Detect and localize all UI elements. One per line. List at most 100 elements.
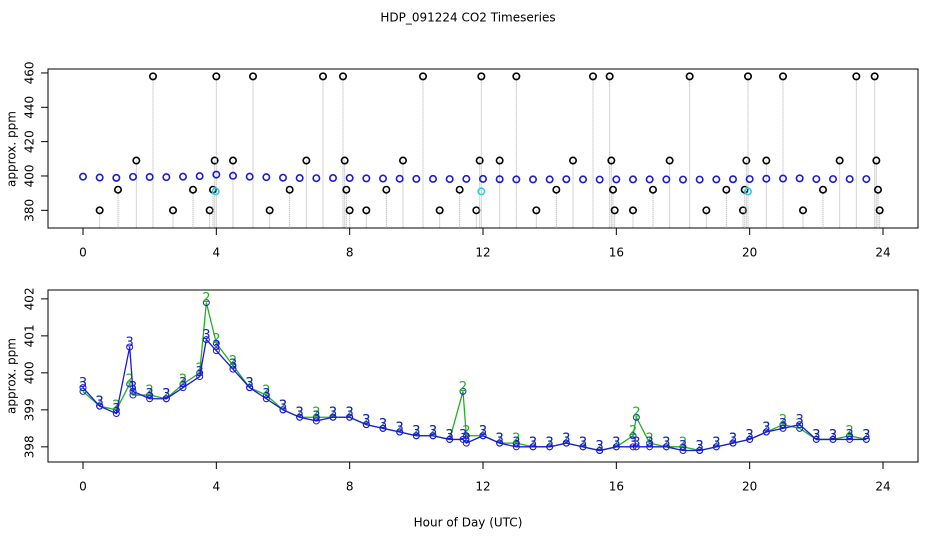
data-point xyxy=(648,185,657,194)
data-point xyxy=(346,413,354,421)
point-marker: 2 xyxy=(512,432,520,447)
y-tick-label: 402 xyxy=(23,287,37,310)
point-marker: 3 xyxy=(829,428,837,443)
point-marker: 3 xyxy=(312,409,320,424)
data-point xyxy=(212,72,221,81)
x-tick-label: 16 xyxy=(609,480,624,494)
point-marker: 3 xyxy=(529,435,537,450)
point-marker: 2 xyxy=(646,432,654,447)
point-marker: 3 xyxy=(112,402,120,417)
y-tick-label: 380 xyxy=(23,199,37,222)
point-marker: 3 xyxy=(146,387,154,402)
point-marker: 2 xyxy=(779,413,787,428)
data-point xyxy=(702,206,711,215)
point-marker: 3 xyxy=(379,417,387,432)
point-marker: 2 xyxy=(746,428,754,443)
point-marker: 2 xyxy=(612,435,620,450)
point-marker: 2 xyxy=(529,435,537,450)
point-marker: 2 xyxy=(126,372,134,387)
point-marker: 3 xyxy=(396,421,404,436)
data-point xyxy=(612,175,621,184)
data-point xyxy=(428,174,437,183)
data-point xyxy=(345,206,354,215)
data-point xyxy=(196,373,204,381)
data-point xyxy=(496,439,504,447)
point-marker: 3 xyxy=(862,428,870,443)
point-marker: 2 xyxy=(829,428,837,443)
data-point xyxy=(852,72,861,81)
data-point xyxy=(382,185,391,194)
point-marker: 2 xyxy=(459,380,467,395)
point-marker: 2 xyxy=(196,361,204,376)
plot-frame xyxy=(47,68,919,229)
point-marker: 2 xyxy=(296,406,304,421)
data-point xyxy=(846,432,854,440)
data-point xyxy=(262,173,271,182)
data-point xyxy=(546,443,554,451)
point-marker: 2 xyxy=(146,384,154,399)
point-marker: 2 xyxy=(262,384,270,399)
data-point xyxy=(189,185,198,194)
data-point xyxy=(562,175,571,184)
data-point xyxy=(212,347,220,355)
data-point xyxy=(512,443,520,451)
point-marker: 2 xyxy=(396,421,404,436)
data-point xyxy=(579,443,587,451)
data-point xyxy=(179,384,187,392)
point-marker: 3 xyxy=(662,435,670,450)
point-marker: 2 xyxy=(162,387,170,402)
point-marker: 3 xyxy=(446,428,454,443)
y-axis-label: approx. ppm xyxy=(5,111,19,187)
point-marker: 2 xyxy=(246,376,254,391)
point-marker: 3 xyxy=(202,328,210,343)
data-point xyxy=(875,206,884,215)
point-marker: 2 xyxy=(629,424,637,439)
data-point xyxy=(379,424,387,432)
data-point xyxy=(778,72,787,81)
data-point xyxy=(798,206,807,215)
point-marker: 2 xyxy=(329,406,337,421)
y-tick-label: 398 xyxy=(23,435,37,458)
point-marker: 3 xyxy=(346,406,354,421)
data-point xyxy=(528,175,537,184)
data-point xyxy=(146,395,154,403)
data-point xyxy=(212,170,221,179)
data-point xyxy=(872,156,881,165)
data-point xyxy=(532,206,541,215)
data-point xyxy=(396,428,404,436)
data-point xyxy=(312,417,320,425)
point-marker: 2 xyxy=(579,435,587,450)
data-point xyxy=(632,413,640,421)
point-marker: 2 xyxy=(412,424,420,439)
chart-title: HDP_091224 CO2 Timeseries xyxy=(380,11,555,25)
x-tick-label: 8 xyxy=(346,246,354,260)
data-point xyxy=(812,435,820,443)
point-marker: 2 xyxy=(546,435,554,450)
x-tick-label: 24 xyxy=(875,480,890,494)
data-point xyxy=(145,173,154,182)
data-point xyxy=(245,172,254,181)
data-point xyxy=(149,72,158,81)
point-marker: 3 xyxy=(479,424,487,439)
data-point xyxy=(588,72,597,81)
y-tick-label: 400 xyxy=(23,165,37,188)
data-point xyxy=(632,443,640,451)
point-marker: 3 xyxy=(812,428,820,443)
point-marker: 2 xyxy=(662,435,670,450)
data-point xyxy=(545,175,554,184)
x-tick-label: 16 xyxy=(609,246,624,260)
data-point xyxy=(249,72,258,81)
data-point xyxy=(126,343,134,351)
data-point xyxy=(662,443,670,451)
point-marker: 3 xyxy=(129,380,137,395)
point-marker: 2 xyxy=(362,413,370,428)
point-marker: 2 xyxy=(79,380,87,395)
data-point xyxy=(95,206,104,215)
point-marker: 3 xyxy=(212,339,220,354)
data-point xyxy=(529,443,537,451)
data-point xyxy=(679,443,687,451)
data-point xyxy=(179,172,188,181)
data-point xyxy=(162,173,171,182)
point-marker: 3 xyxy=(596,439,604,454)
data-point xyxy=(445,175,454,184)
